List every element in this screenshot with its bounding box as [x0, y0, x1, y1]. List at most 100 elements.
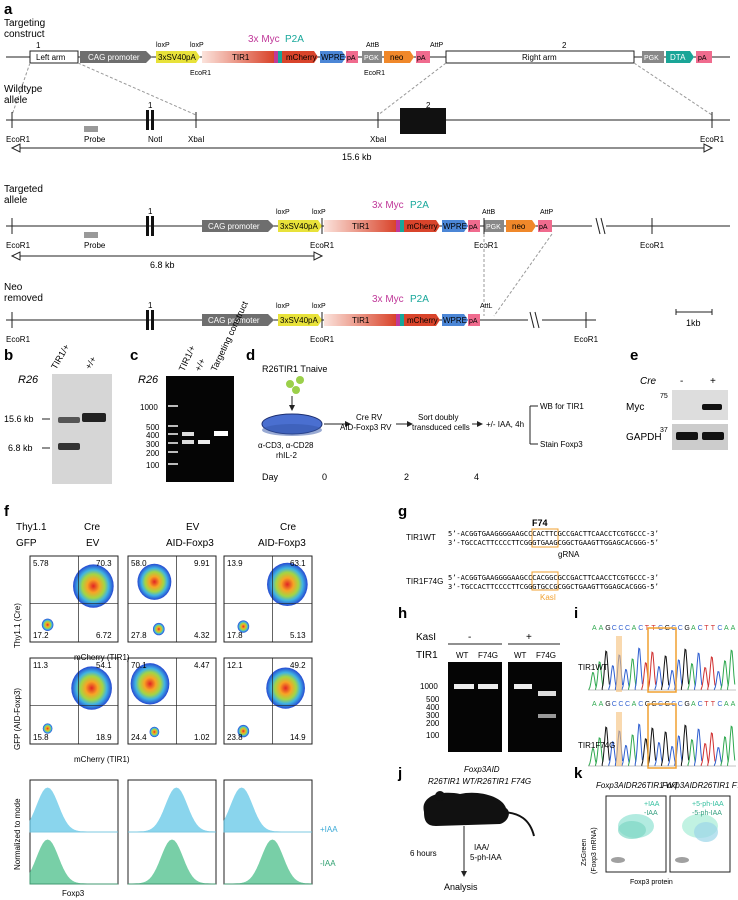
ladder-band	[168, 463, 178, 465]
trace-peak	[621, 668, 630, 690]
tg-ecor1-1: EcoR1	[6, 241, 31, 250]
quad-value: 1.02	[194, 733, 210, 742]
southern-blot	[52, 374, 112, 484]
base-call: C	[612, 625, 617, 632]
f-row1-xlabel: mCherry (TIR1)	[74, 653, 130, 662]
g-f74-box	[531, 528, 559, 548]
g-wt-bottom: 3’-TGCCACTTCCCCTTCGGGTGAAGCGGCTGAAGTTGGA…	[448, 539, 659, 547]
h-lane-3: WT	[514, 651, 527, 660]
quad-value: 6.72	[96, 631, 112, 640]
c-ladder-1000: 1000	[140, 403, 158, 412]
flow-plot: 58.0 9.91 27.8 4.32	[127, 555, 217, 643]
probe-label-wt: Probe	[84, 135, 106, 144]
base-call: A	[691, 625, 696, 632]
trace-peak	[608, 665, 617, 690]
b-marker-2: 6.8 kb	[8, 443, 33, 453]
base-call: C	[625, 625, 630, 632]
exon2-block	[400, 108, 446, 134]
attp-label: AttP	[430, 42, 444, 49]
cag-promoter-arrow	[80, 51, 152, 63]
left-arm-label: Left arm	[36, 53, 66, 62]
quad-value: 15.8	[33, 733, 49, 742]
wt-size-label: 15.6 kb	[342, 152, 372, 162]
e-cre: Cre	[640, 376, 657, 387]
trace-peak	[661, 731, 670, 766]
trace-peak	[687, 663, 696, 690]
d-step1: Cre RV	[356, 413, 383, 422]
tg-pgk: PGK	[486, 224, 501, 231]
base-call: C	[638, 701, 643, 708]
e-plus: +	[710, 376, 716, 387]
tg-tir1-label: TIR1	[352, 222, 370, 231]
trace-peak	[634, 723, 643, 766]
k-plot-1	[605, 795, 667, 873]
trace-peak	[588, 747, 597, 766]
cag-label: CAG promoter	[88, 53, 140, 62]
flow-plot: 11.3 54.1 15.8 18.9	[29, 657, 119, 745]
pcr-gel	[166, 376, 234, 482]
f-row2-xlabel: mCherry (TIR1)	[74, 755, 130, 764]
trace-peak	[687, 739, 696, 766]
j-treat: IAA/	[474, 843, 490, 852]
trace-peak	[694, 728, 703, 766]
tir1-label: TIR1	[232, 53, 250, 62]
j-treat2: 5-ph-IAA	[470, 853, 502, 862]
targeted-label: Targeted	[4, 184, 43, 195]
c-title: R26	[138, 374, 159, 386]
trace-peak	[720, 736, 729, 766]
trace-peak	[634, 647, 643, 690]
neo-arrow	[384, 51, 414, 63]
k-leg1-plus: +IAA	[644, 801, 660, 808]
d-step1b: AID-Foxp3 RV	[340, 423, 392, 432]
base-call: A	[691, 701, 696, 708]
base-call: A	[731, 625, 736, 632]
panel-label-j: j	[397, 765, 402, 782]
j-analysis: Analysis	[444, 882, 478, 892]
nr-attl: AttL	[480, 303, 493, 310]
sv40-arrow	[156, 51, 200, 63]
h-lane-2: F74G	[478, 651, 498, 660]
f-iaa-minus: -IAA	[320, 859, 336, 868]
ecor1-wt-2: EcoR1	[700, 135, 725, 144]
base-call: C	[638, 625, 643, 632]
panel-label-b: b	[4, 347, 13, 364]
panel-label-a: a	[4, 1, 13, 18]
g-mut-top: 5’-ACGGTGAAGGGGAAGCCCACGGCGCCGACTTCAACCT…	[448, 574, 659, 582]
trace-peak	[601, 726, 610, 766]
probe-label-tg: Probe	[84, 241, 106, 250]
ecor1-wt-1: EcoR1	[6, 135, 31, 144]
base-call: C	[618, 625, 623, 632]
nr-myc: 3x Myc	[372, 294, 404, 305]
base-call: A	[599, 701, 604, 708]
base-call: C	[625, 701, 630, 708]
c-lane-3: Targeting construct	[209, 299, 250, 373]
nr-wpre: WPRE	[443, 316, 467, 325]
g-f74: F74	[532, 518, 548, 528]
pa-label-1: pA	[347, 55, 356, 62]
quad-value: 23.8	[227, 733, 243, 742]
panel-label-h: h	[398, 605, 407, 622]
ecor1-c1: EcoR1	[190, 70, 211, 77]
trace-peak	[700, 742, 709, 766]
tg-loxp-1: loxP	[276, 209, 290, 216]
h-lane-1: WT	[456, 651, 469, 660]
nr-loxp-1: loxP	[276, 303, 290, 310]
noti-label: NotI	[148, 135, 163, 144]
e-mw-37: 37	[660, 427, 668, 434]
h-ladder-100: 100	[426, 731, 440, 740]
h-gel-2	[508, 662, 562, 752]
panel-label-e: e	[630, 347, 638, 364]
d-day-2: 2	[404, 472, 409, 482]
panel-label-k: k	[574, 765, 583, 782]
nr-exon1-number: 1	[148, 301, 153, 310]
c-ladder-400: 400	[146, 431, 160, 440]
f-row2-ylabel: GFP (AID-Foxp3)	[13, 688, 22, 750]
d-out2: Stain Foxp3	[540, 440, 583, 449]
arm-number-1: 1	[36, 41, 41, 50]
h-kasi-1: KasI	[416, 632, 436, 643]
pgk-label-2: PGK	[644, 55, 659, 62]
h-gel-1	[448, 662, 502, 752]
nr-cag-label: CAG promoter	[208, 316, 260, 325]
base-call: C	[717, 625, 722, 632]
mcherry-arrow	[282, 51, 318, 63]
